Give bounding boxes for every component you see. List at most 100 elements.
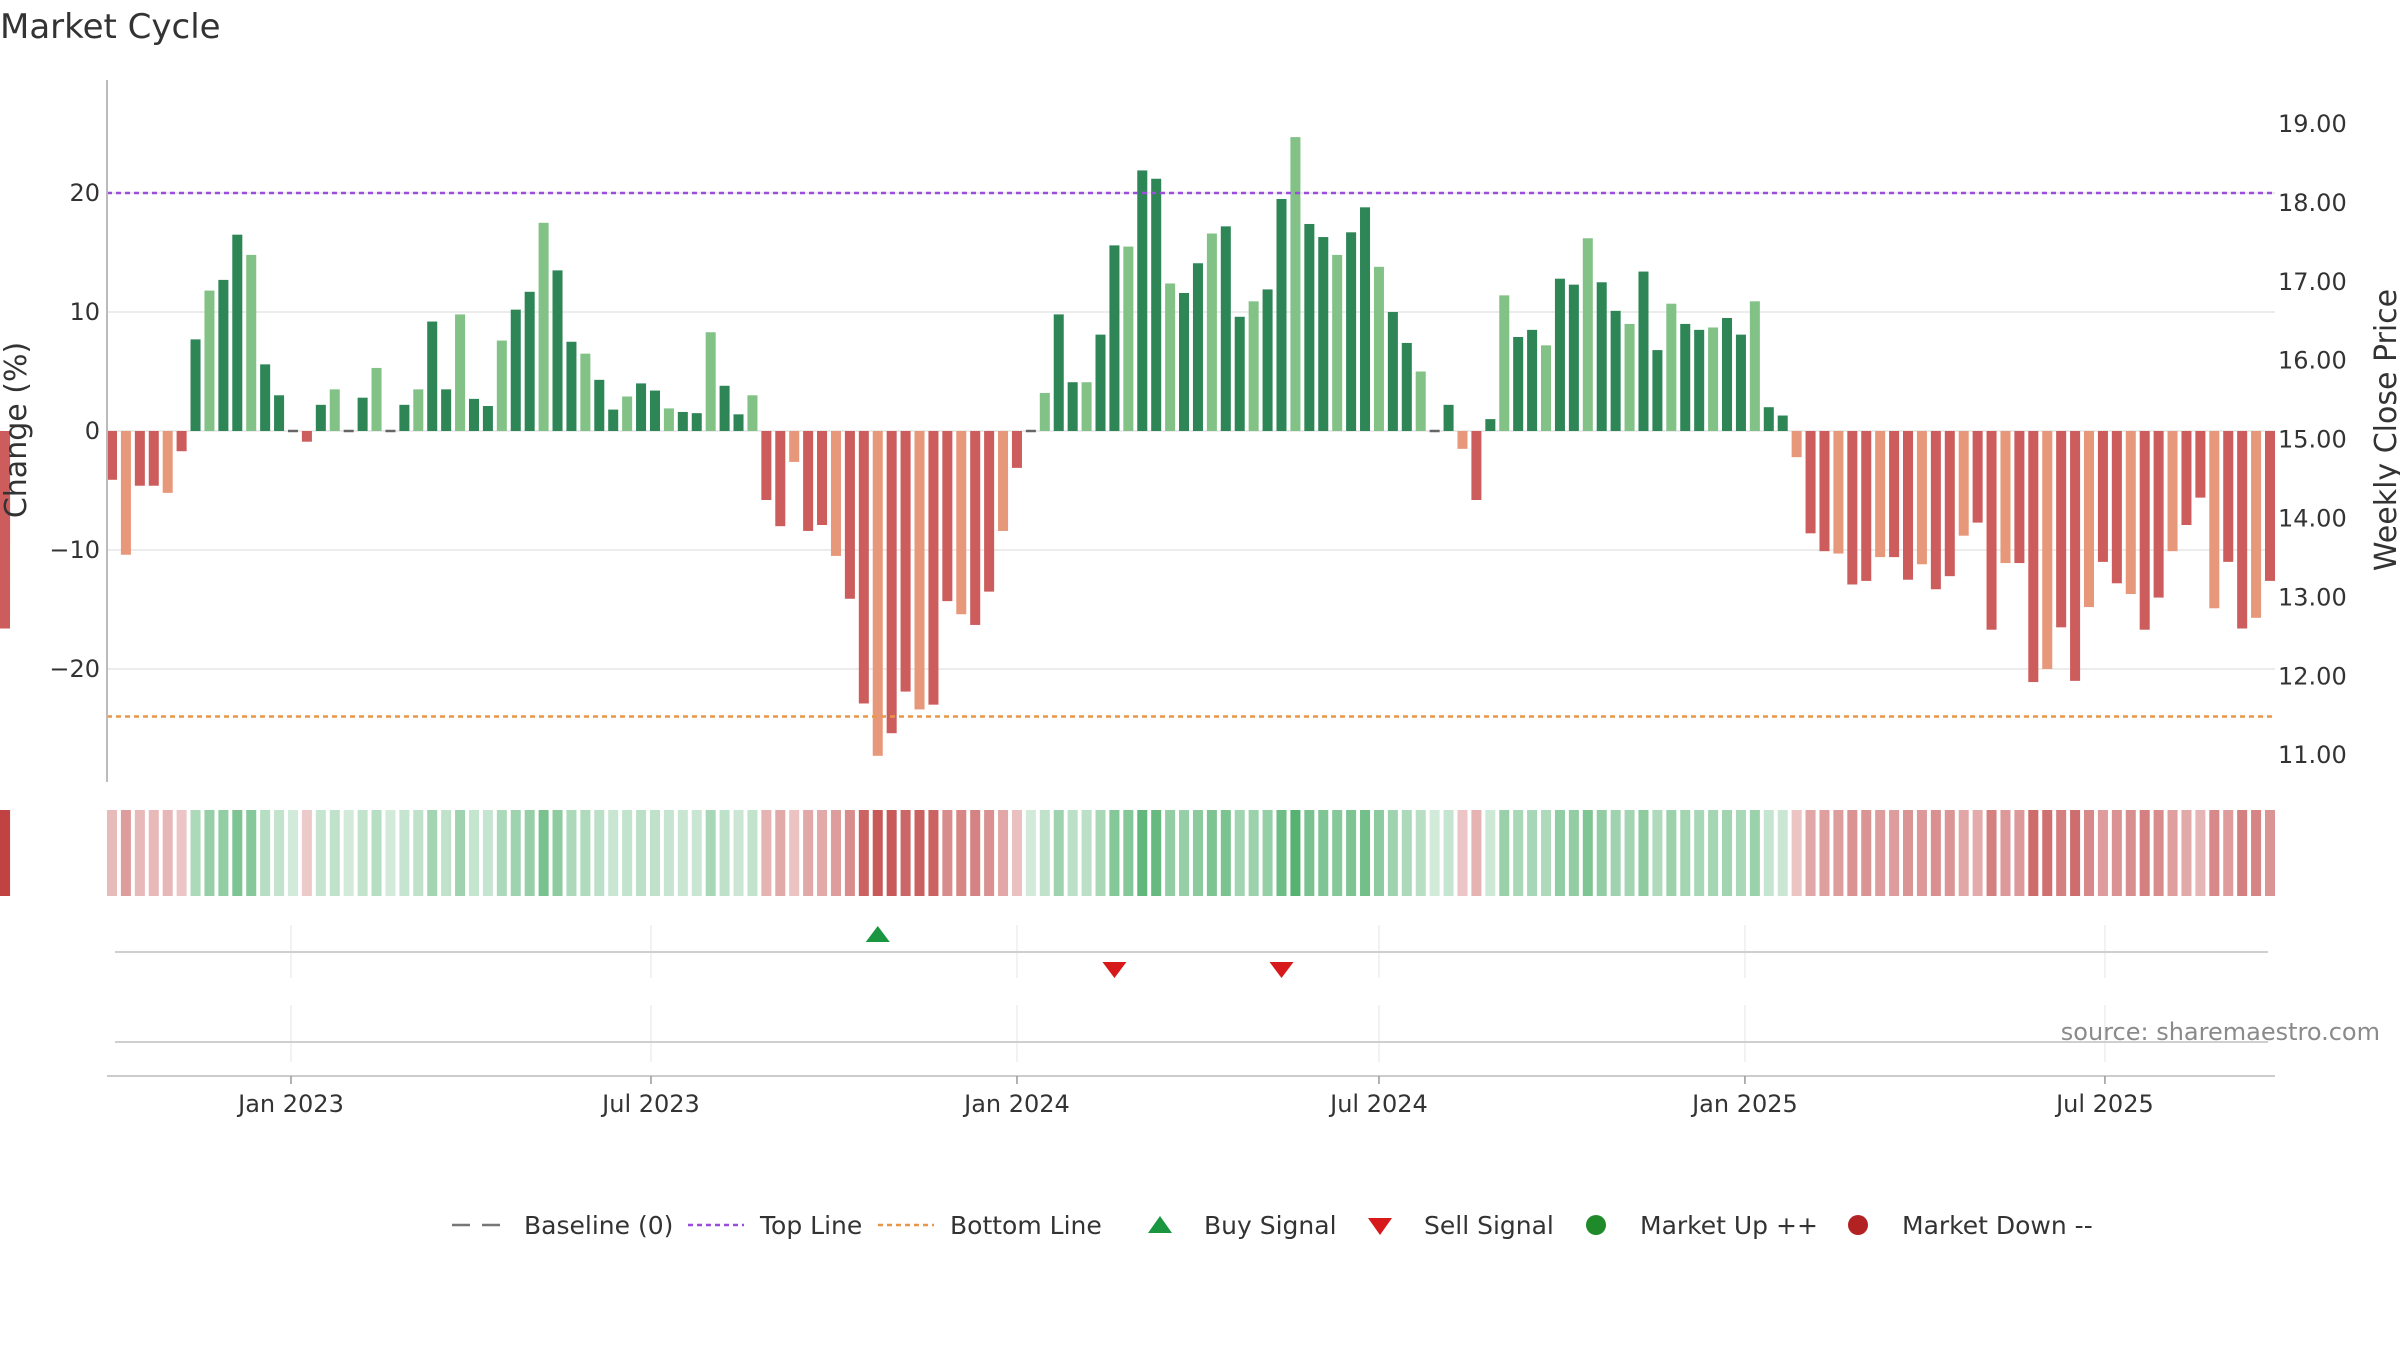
strip-cell	[1527, 810, 1538, 896]
strip-cell	[246, 810, 257, 896]
change-bar	[2153, 431, 2164, 598]
strip-cell	[1053, 810, 1064, 896]
strip-cell	[1554, 810, 1565, 896]
change-bar	[1903, 431, 1914, 580]
change-bar	[649, 390, 660, 431]
change-bar	[1415, 371, 1426, 431]
strip-cell	[1638, 810, 1649, 896]
change-bar	[2083, 431, 2095, 608]
change-bar	[1722, 317, 1733, 431]
change-bar	[1666, 303, 1677, 431]
strip-cell	[2181, 810, 2192, 896]
x-tick-label: Jul 2024	[1328, 1090, 1428, 1118]
change-bar	[1694, 329, 1705, 431]
legend-item: Market Down --	[1848, 1211, 2093, 1240]
y2-tick-label: 13.00	[2278, 583, 2347, 611]
change-bar	[1081, 382, 1092, 431]
strip-cell	[1179, 810, 1190, 896]
legend-label: Bottom Line	[950, 1211, 1102, 1240]
change-bar	[1833, 431, 1844, 554]
legend-label: Market Up ++	[1640, 1211, 1818, 1240]
legend-label: Baseline (0)	[524, 1211, 673, 1240]
strip-cell	[1137, 810, 1148, 896]
change-bar	[1304, 223, 1315, 431]
change-bar	[775, 431, 786, 527]
change-bar	[1638, 271, 1649, 431]
strip-cell	[1833, 810, 1844, 896]
strip-cell	[942, 810, 953, 896]
change-bar	[928, 431, 939, 705]
change-bar	[580, 353, 591, 431]
change-bar	[260, 364, 271, 431]
strip-cell	[2125, 810, 2136, 896]
change-bar	[1652, 350, 1663, 431]
change-bar	[2028, 431, 2039, 683]
change-bar	[1889, 431, 1900, 558]
strip-cell	[1903, 810, 1914, 896]
change-bar	[1011, 431, 1022, 468]
change-bar	[162, 431, 173, 493]
change-bar	[468, 398, 479, 431]
change-bar	[218, 279, 229, 431]
strip-cell	[1805, 810, 1816, 896]
change-bar	[1847, 431, 1858, 585]
strip-cell	[148, 810, 159, 896]
change-bar	[2056, 431, 2067, 628]
strip-cell	[663, 810, 674, 896]
change-bar	[2070, 431, 2081, 681]
strip-cell	[719, 810, 730, 896]
legend-marker	[1148, 1216, 1172, 1233]
change-bar	[1735, 334, 1746, 431]
strip-cell	[1847, 810, 1858, 896]
change-bar	[2251, 431, 2262, 618]
change-bar	[482, 406, 493, 431]
strip-cell	[1151, 810, 1162, 896]
strip-cell	[970, 810, 981, 896]
strip-cell	[677, 810, 688, 896]
strip-cell	[1387, 810, 1398, 896]
source-note: source: sharemaestro.com	[2061, 1018, 2380, 1046]
strip-cell	[2264, 810, 2276, 896]
y2-tick-label: 15.00	[2278, 426, 2347, 454]
change-bar	[1151, 178, 1162, 431]
strip-cell	[1011, 810, 1022, 896]
strip-cell	[524, 810, 535, 896]
change-bar	[1819, 431, 1830, 552]
change-bar	[1053, 314, 1064, 431]
change-bar	[1861, 431, 1872, 581]
y2-tick-label: 17.00	[2278, 268, 2347, 296]
strip-cell	[1791, 810, 1802, 896]
change-bar	[1165, 283, 1176, 431]
x-tick-labels: Jan 2023 Jul 2023 Jan 2024 Jul 2024 Jan 2025…	[236, 1076, 2154, 1118]
strip-cell	[1095, 810, 1106, 896]
change-bar	[1457, 431, 1468, 449]
strip-cell	[357, 810, 368, 896]
strip-cell	[1276, 810, 1287, 896]
change-bar	[1777, 415, 1788, 431]
change-bar	[1554, 278, 1565, 431]
change-bar	[1123, 246, 1134, 431]
legend-label: Top Line	[759, 1211, 862, 1240]
x-tick-label: Jan 2024	[962, 1090, 1070, 1118]
strip-cell	[2070, 810, 2081, 896]
y2-tick-label: 19.00	[2278, 110, 2347, 138]
strip-cell	[260, 810, 271, 896]
strip-cell	[496, 810, 507, 896]
y2-tick-labels: 19.00 18.00 17.00 16.00 15.00 14.00 13.00 12.00…	[2278, 110, 2347, 769]
strip-cell	[274, 810, 285, 896]
strip-cell	[2195, 810, 2206, 896]
change-bar	[1039, 392, 1050, 431]
strip-cell	[1206, 810, 1217, 896]
change-bar	[2181, 431, 2192, 525]
change-bar	[1346, 232, 1357, 431]
change-bars	[0, 137, 2276, 756]
strip-cell	[134, 810, 145, 896]
y2-axis-label: Weekly Close Price	[2369, 289, 2400, 571]
strip-cell	[622, 810, 633, 896]
strip-cell	[1401, 810, 1412, 896]
change-bar	[594, 379, 605, 431]
change-bar	[608, 409, 619, 431]
change-bar	[733, 414, 744, 431]
strip-cell	[204, 810, 215, 896]
